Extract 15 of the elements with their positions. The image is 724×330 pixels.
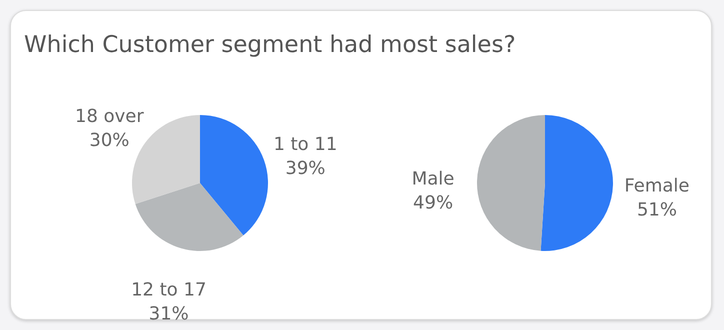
chart-title: Which Customer segment had most sales? — [24, 32, 516, 58]
data-label: 49% — [413, 192, 454, 214]
data-label: 30% — [89, 130, 130, 152]
slice-label: 1 to 11 — [273, 134, 338, 156]
data-label: 51% — [636, 200, 677, 221]
slice-label: Male — [412, 168, 454, 190]
pie-slice — [200, 115, 268, 236]
data-label: 31% — [148, 304, 189, 325]
pie-slice — [477, 115, 545, 251]
pie-slice — [135, 183, 244, 251]
slice-label: 18 over — [75, 106, 144, 128]
slice-label: Female — [624, 176, 690, 197]
data-label: 39% — [285, 158, 326, 180]
slice-label: 12 to 17 — [131, 280, 206, 301]
pie-slice — [540, 115, 613, 251]
